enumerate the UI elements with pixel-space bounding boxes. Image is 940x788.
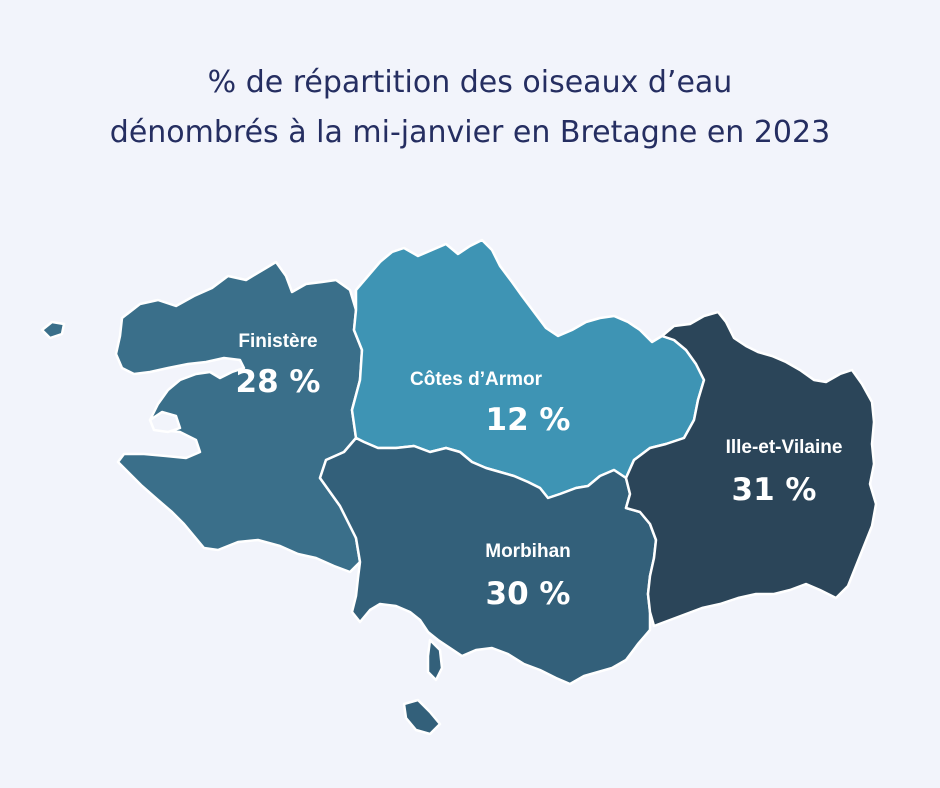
- title-line-2: dénombrés à la mi-janvier en Bretagne en…: [109, 115, 831, 150]
- region-ille-et-vilaine: [624, 310, 878, 628]
- label-cotes-d-armor-name: Côtes d’Armor: [410, 369, 543, 390]
- label-cotes-d-armor-value: 12 %: [486, 402, 571, 438]
- label-morbihan-value: 30 %: [486, 576, 571, 612]
- title-line-1: % de répartition des oiseaux d’eau: [207, 65, 733, 100]
- label-finistere-name: Finistère: [238, 331, 317, 352]
- island-belle-ile: [402, 698, 442, 736]
- island-ouessant: [40, 320, 66, 340]
- region-finistere: [40, 260, 364, 574]
- label-morbihan-name: Morbihan: [485, 541, 571, 562]
- region-finistere-shape: [114, 260, 364, 574]
- chart-title: % de répartition des oiseaux d’eau dénom…: [0, 58, 940, 158]
- label-ille-et-vilaine-name: Ille-et-Vilaine: [726, 437, 843, 458]
- label-finistere-value: 28 %: [236, 364, 321, 400]
- region-morbihan-shape: [318, 436, 658, 686]
- region-morbihan: [318, 436, 658, 736]
- peninsula-quiberon: [426, 638, 444, 682]
- region-ille-et-vilaine-shape: [624, 310, 878, 628]
- island-sein: [148, 410, 182, 434]
- label-ille-et-vilaine-value: 31 %: [732, 472, 817, 508]
